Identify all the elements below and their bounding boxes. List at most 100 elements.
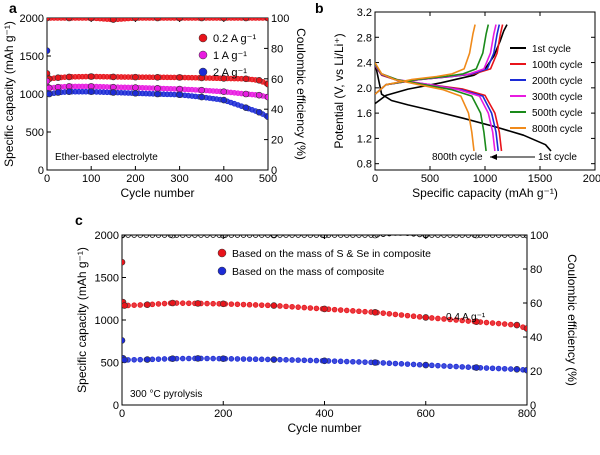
data-point [400, 235, 403, 236]
y-tick-label: 1000 [95, 315, 119, 327]
x-axis-label: Cycle number [287, 421, 361, 435]
data-point [356, 308, 362, 315]
data-point [489, 365, 496, 372]
data-point [313, 235, 320, 238]
data-point [495, 365, 502, 372]
legend-entry: 1st cycle [532, 44, 571, 55]
series-0 [47, 70, 268, 88]
legend-marker [198, 67, 208, 77]
data-point [155, 301, 162, 307]
data-point [283, 235, 289, 238]
data-point [47, 47, 51, 54]
x-tick-label: 2000 [583, 173, 600, 185]
data-point [301, 235, 308, 238]
data-point [155, 356, 162, 362]
data-point [514, 235, 520, 238]
data-point [264, 80, 268, 88]
data-point [264, 18, 268, 22]
data-point [132, 89, 139, 97]
data-point [405, 235, 410, 236]
data-point [277, 235, 283, 238]
data-point [416, 361, 423, 368]
data-point [176, 74, 183, 81]
data-point [447, 235, 453, 238]
data-point [473, 364, 480, 371]
x-tick-label: 100 [82, 173, 100, 185]
data-point [176, 85, 183, 93]
data-point [447, 363, 453, 370]
x-tick-label: 800 [518, 408, 536, 420]
data-point [149, 301, 156, 308]
data-point [429, 315, 435, 321]
data-point [422, 361, 430, 369]
curve-charge [375, 24, 476, 95]
data-point [289, 235, 295, 238]
data-point [398, 235, 403, 236]
data-point [110, 89, 117, 96]
data-point [483, 319, 490, 326]
x-tick-label: 200 [126, 173, 144, 185]
data-point [422, 235, 430, 239]
data-point [154, 90, 161, 98]
data-point [194, 300, 202, 307]
legend-marker [217, 266, 227, 276]
data-point [144, 301, 151, 309]
data-point [459, 235, 465, 238]
data-point [258, 302, 265, 308]
data-point [393, 235, 398, 236]
y-right-tick-label: 40 [271, 104, 283, 116]
x-tick-label: 600 [417, 408, 435, 420]
data-point [228, 235, 235, 238]
data-point [331, 235, 338, 238]
data-point [122, 337, 126, 344]
data-point [337, 307, 344, 313]
x-tick-label: 500 [421, 173, 439, 185]
data-point [258, 356, 265, 363]
data-point [483, 365, 490, 371]
data-point [204, 300, 210, 307]
legend-entry: 500th cycle [532, 108, 583, 119]
data-point [465, 318, 472, 324]
data-point [155, 235, 162, 238]
data-point [513, 321, 521, 329]
y-axis-label: Specific capacity (mAh g⁻¹) [75, 247, 89, 393]
y-tick-label: 0 [113, 400, 119, 412]
data-point [331, 306, 338, 313]
data-point [154, 85, 161, 92]
data-point [204, 355, 210, 362]
data-point [416, 314, 423, 320]
data-point [321, 357, 328, 365]
data-point [169, 355, 176, 362]
y-right-tick-label: 20 [530, 366, 542, 378]
legend-marker [198, 33, 208, 43]
data-point [362, 308, 368, 315]
data-point [198, 18, 205, 22]
data-point [371, 309, 379, 316]
data-point [47, 18, 51, 22]
data-point [270, 356, 278, 363]
y-right-axis-label: Coulombic efficiency (%) [294, 28, 308, 160]
curve-discharge [375, 62, 475, 152]
data-point [143, 235, 150, 238]
data-point [495, 235, 502, 238]
data-point [441, 316, 447, 322]
data-point [198, 93, 205, 101]
data-point [264, 302, 271, 309]
data-point [313, 305, 320, 312]
data-point [380, 235, 386, 237]
data-point [173, 235, 180, 238]
data-point [447, 316, 453, 323]
data-point [350, 358, 356, 365]
data-point [169, 299, 176, 307]
panel-label-c: c [75, 212, 83, 228]
data-point [137, 235, 144, 238]
data-point [507, 366, 514, 372]
data-point [125, 235, 131, 238]
data-point [313, 357, 320, 364]
data-point [465, 364, 472, 370]
data-point [167, 235, 174, 238]
data-point [144, 356, 151, 363]
data-point [295, 357, 301, 363]
data-point [246, 356, 253, 362]
data-point [301, 357, 308, 364]
